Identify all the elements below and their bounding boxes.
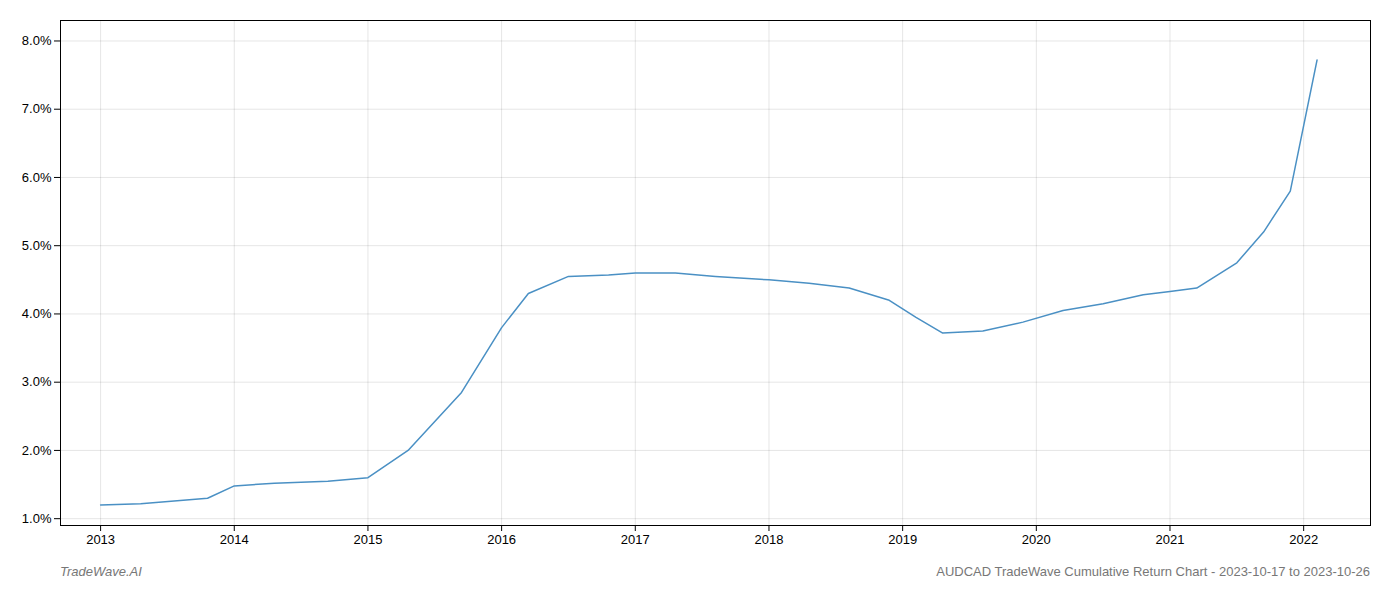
svg-text:3.0%: 3.0%: [22, 374, 52, 389]
svg-text:2022: 2022: [1289, 532, 1318, 547]
svg-text:2019: 2019: [888, 532, 917, 547]
svg-text:2021: 2021: [1156, 532, 1185, 547]
svg-text:2015: 2015: [353, 532, 382, 547]
svg-text:5.0%: 5.0%: [22, 238, 52, 253]
svg-text:2013: 2013: [86, 532, 115, 547]
svg-text:2014: 2014: [220, 532, 249, 547]
svg-text:2.0%: 2.0%: [22, 443, 52, 458]
svg-text:6.0%: 6.0%: [22, 170, 52, 185]
svg-text:1.0%: 1.0%: [22, 511, 52, 526]
svg-text:2016: 2016: [487, 532, 516, 547]
svg-text:7.0%: 7.0%: [22, 101, 52, 116]
svg-text:8.0%: 8.0%: [22, 33, 52, 48]
svg-text:2018: 2018: [755, 532, 784, 547]
svg-text:2017: 2017: [621, 532, 650, 547]
html-text:AUDCAD TradeWave Cumulative Re: AUDCAD TradeWave Cumulative Return Chart…: [936, 564, 1370, 579]
svg-text:2020: 2020: [1022, 532, 1051, 547]
svg-text:4.0%: 4.0%: [22, 306, 52, 321]
html-text:TradeWave.AI: TradeWave.AI: [60, 564, 142, 579]
